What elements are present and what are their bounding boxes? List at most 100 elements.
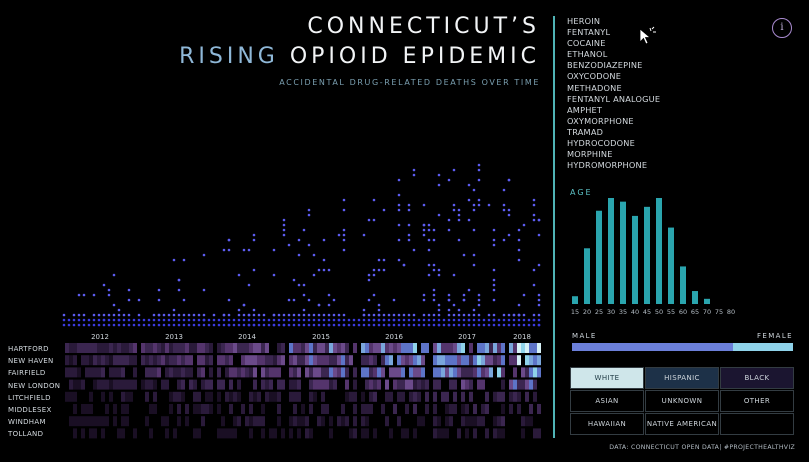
age-bar[interactable] — [692, 291, 698, 304]
death-dot[interactable] — [287, 318, 291, 322]
heatmap-cell[interactable] — [229, 343, 233, 353]
death-dot[interactable] — [397, 203, 401, 207]
heatmap-cell[interactable] — [121, 416, 125, 427]
drug-item[interactable]: MORPHINE — [567, 149, 613, 160]
death-dot[interactable] — [137, 318, 141, 322]
heatmap-cell[interactable] — [197, 404, 201, 414]
death-dot[interactable] — [227, 298, 231, 302]
heatmap-cell[interactable] — [245, 367, 249, 378]
death-dot[interactable] — [437, 318, 441, 322]
death-dot[interactable] — [442, 318, 446, 322]
heatmap-cell[interactable] — [461, 391, 465, 402]
death-dot[interactable] — [412, 318, 416, 322]
heatmap-cell[interactable] — [449, 416, 453, 427]
death-dot[interactable] — [92, 313, 96, 317]
heatmap-cell[interactable] — [69, 367, 73, 378]
death-dot[interactable] — [472, 208, 476, 212]
death-dot[interactable] — [167, 318, 171, 322]
heatmap-cell[interactable] — [253, 367, 257, 378]
heatmap-cell[interactable] — [81, 416, 85, 427]
heatmap-cell[interactable] — [229, 391, 233, 402]
heatmap-cell[interactable] — [149, 367, 153, 378]
heatmap-cell[interactable] — [165, 355, 169, 366]
death-dot[interactable] — [432, 293, 436, 297]
death-dot[interactable] — [437, 313, 441, 317]
death-dot[interactable] — [397, 193, 401, 197]
heatmap-cell[interactable] — [277, 367, 281, 378]
heatmap-cell[interactable] — [497, 355, 501, 366]
heatmap-cell[interactable] — [269, 428, 273, 439]
race-filter-hispanic[interactable]: HISPANIC — [645, 367, 719, 389]
age-bar-chart[interactable]: 15 20 25 30 35 40 45 50 55 60 65 70 75 80 — [565, 198, 800, 320]
heatmap-cell[interactable] — [89, 367, 93, 378]
death-dot[interactable] — [407, 203, 411, 207]
death-dot[interactable] — [132, 323, 136, 327]
heatmap-cell[interactable] — [373, 355, 377, 366]
heatmap-cell[interactable] — [481, 367, 485, 378]
heatmap-cell[interactable] — [157, 367, 161, 378]
death-dot[interactable] — [397, 178, 401, 182]
heatmap-cell[interactable] — [277, 391, 281, 402]
heatmap-cell[interactable] — [97, 367, 101, 378]
death-dot[interactable] — [467, 218, 471, 222]
death-dot[interactable] — [112, 318, 116, 322]
death-dot[interactable] — [172, 318, 176, 322]
death-dot[interactable] — [117, 323, 121, 327]
heatmap-cell[interactable] — [133, 355, 137, 366]
death-dot[interactable] — [157, 313, 161, 317]
death-dot[interactable] — [252, 238, 256, 242]
death-dot[interactable] — [447, 308, 451, 312]
heatmap-cell[interactable] — [189, 355, 193, 366]
death-dot[interactable] — [327, 313, 331, 317]
heatmap-cell[interactable] — [249, 428, 253, 439]
heatmap-cell[interactable] — [373, 367, 377, 378]
heatmap-cell[interactable] — [101, 355, 105, 366]
heatmap-cell[interactable] — [465, 404, 469, 414]
heatmap-cell[interactable] — [457, 355, 461, 366]
death-dot[interactable] — [457, 323, 461, 327]
death-dot[interactable] — [142, 318, 146, 322]
death-dot[interactable] — [282, 218, 286, 222]
death-dot[interactable] — [312, 273, 316, 277]
death-dot[interactable] — [407, 238, 411, 242]
heatmap-cell[interactable] — [133, 379, 137, 390]
death-dot[interactable] — [522, 318, 526, 322]
heatmap-cell[interactable] — [153, 343, 157, 353]
heatmap-cell[interactable] — [277, 355, 281, 366]
death-dot[interactable] — [342, 238, 346, 242]
death-dot[interactable] — [532, 203, 536, 207]
heatmap-cell[interactable] — [517, 343, 521, 353]
heatmap-cell[interactable] — [381, 343, 385, 353]
heatmap-cell[interactable] — [461, 379, 465, 390]
death-dot[interactable] — [77, 323, 81, 327]
death-dot[interactable] — [137, 313, 141, 317]
death-dot[interactable] — [297, 313, 301, 317]
death-dot[interactable] — [452, 323, 456, 327]
death-dot[interactable] — [127, 313, 131, 317]
heatmap-cell[interactable] — [501, 355, 505, 366]
heatmap-cell[interactable] — [129, 391, 133, 402]
heatmap-cell[interactable] — [433, 391, 437, 402]
heatmap-cell[interactable] — [349, 391, 353, 402]
death-dot[interactable] — [252, 323, 256, 327]
death-dot[interactable] — [407, 223, 411, 227]
death-dot[interactable] — [342, 198, 346, 202]
heatmap-cell[interactable] — [481, 355, 485, 366]
death-dot[interactable] — [317, 303, 321, 307]
death-dot[interactable] — [372, 323, 376, 327]
death-dot[interactable] — [192, 313, 196, 317]
death-dot[interactable] — [302, 293, 306, 297]
death-dot[interactable] — [447, 318, 451, 322]
death-dot[interactable] — [537, 218, 541, 222]
death-dot[interactable] — [517, 258, 521, 262]
heatmap-cell[interactable] — [437, 416, 441, 427]
death-dot[interactable] — [397, 223, 401, 227]
heatmap-cell[interactable] — [217, 355, 221, 366]
heatmap-cell[interactable] — [253, 343, 257, 353]
age-bar[interactable] — [656, 198, 662, 304]
heatmap-cell[interactable] — [353, 416, 357, 427]
death-dot[interactable] — [367, 273, 371, 277]
heatmap-cell[interactable] — [221, 355, 225, 366]
heatmap-cell[interactable] — [477, 355, 481, 366]
heatmap-cell[interactable] — [493, 343, 497, 353]
